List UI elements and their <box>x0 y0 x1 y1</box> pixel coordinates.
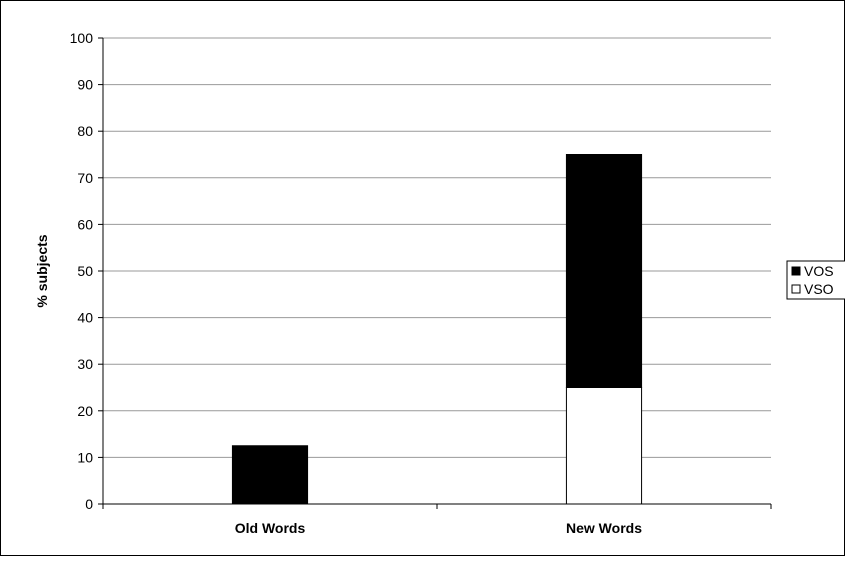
y-tick-label-80: 80 <box>77 123 93 139</box>
y-tick-label-30: 30 <box>77 356 93 372</box>
bar-vos-0 <box>231 445 309 505</box>
y-axis-label: % subjects <box>34 234 50 307</box>
x-tick-label-1: New Words <box>566 520 642 536</box>
y-tick-label-20: 20 <box>77 403 93 419</box>
x-tick-label-0: Old Words <box>235 520 306 536</box>
axes <box>98 37 772 509</box>
y-tick-label-40: 40 <box>77 310 93 326</box>
legend-swatch-vso <box>791 284 801 294</box>
bars <box>231 154 643 505</box>
legend-swatch-vos <box>791 266 801 276</box>
bar-vso-1 <box>565 387 643 505</box>
legend: VOS VSO <box>786 260 845 300</box>
y-tick-label-0: 0 <box>85 496 93 512</box>
y-tick-label-100: 100 <box>70 30 94 46</box>
y-tick-label-60: 60 <box>77 216 93 232</box>
y-tick-label-50: 50 <box>77 263 93 279</box>
gridlines <box>103 37 771 458</box>
bar-vos-1 <box>565 154 643 388</box>
legend-label-vos: VOS <box>804 263 834 279</box>
y-tick-label-90: 90 <box>77 77 93 93</box>
tick-labels: Old Words New Words 0 10 20 30 40 50 60 70 80 90 100 <box>70 30 643 536</box>
legend-label-vso: VSO <box>804 281 834 297</box>
y-tick-label-10: 10 <box>77 449 93 465</box>
y-tick-label-70: 70 <box>77 170 93 186</box>
